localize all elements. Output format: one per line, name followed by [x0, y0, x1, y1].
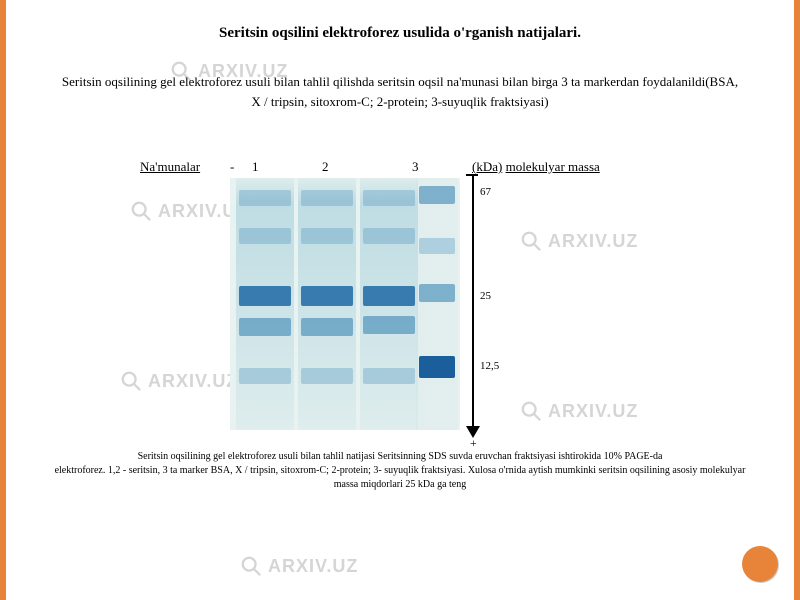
gel-band — [301, 368, 353, 384]
caption-line-1: Seritsin oqsilining gel elektroforez usu… — [138, 451, 663, 462]
gel-band — [239, 286, 291, 306]
gel-band — [301, 286, 353, 306]
gel-band — [239, 368, 291, 384]
magnify-icon — [130, 200, 152, 222]
gel-image — [230, 178, 460, 430]
watermark: ARXIV.UZ — [240, 555, 358, 577]
gel-band — [419, 356, 455, 378]
lane-header-3: 3 — [412, 159, 472, 175]
lane-header-1: 1 — [252, 159, 322, 175]
gel-band — [363, 368, 415, 384]
slide-corner-dot — [742, 546, 778, 582]
gel-band — [301, 190, 353, 206]
gel-lane — [416, 178, 458, 430]
gel-band — [363, 228, 415, 244]
magnify-icon — [240, 555, 262, 577]
figure-caption: Seritsin oqsilining gel elektroforez usu… — [50, 450, 750, 492]
lane-header-kda: (kDa) — [472, 159, 502, 175]
kda-scale-line — [472, 175, 474, 433]
gel-band — [363, 286, 415, 306]
watermark: ARXIV.UZ — [520, 230, 638, 252]
kda-marker-label: 25 — [480, 290, 491, 302]
gel-band — [363, 190, 415, 206]
gel-lane — [360, 178, 418, 430]
gel-band — [419, 284, 455, 302]
magnify-icon — [520, 230, 542, 252]
lane-header-row: Na'munalar - 1 2 3 (kDa) molekulyar mass… — [140, 159, 600, 175]
magnify-icon — [520, 400, 542, 422]
gel-band — [239, 228, 291, 244]
gel-lane — [236, 178, 294, 430]
page-title: Seritsin oqsilini elektroforez usulida o… — [30, 25, 770, 42]
kda-marker-label: 67 — [480, 186, 491, 198]
slide-border-right — [794, 0, 800, 600]
lane-header-2: 2 — [322, 159, 412, 175]
gel-band — [239, 190, 291, 206]
magnify-icon — [120, 370, 142, 392]
content-area: Seritsin oqsilini elektroforez usulida o… — [30, 25, 770, 129]
intro-text: Seritsin oqsilining gel elektroforez usu… — [30, 72, 770, 111]
gel-lane — [298, 178, 356, 430]
gel-band — [419, 238, 455, 254]
lane-header-mol: molekulyar massa — [506, 159, 600, 175]
gel-band — [239, 318, 291, 336]
gel-band — [363, 316, 415, 334]
gel-band — [419, 186, 455, 204]
gel-band — [301, 318, 353, 336]
kda-marker-label: 12,5 — [480, 360, 499, 372]
plus-sign: + — [470, 436, 477, 451]
lane-header-minus: - — [230, 159, 252, 175]
caption-line-2: elektroforez. 1,2 - seritsin, 3 ta marke… — [55, 465, 746, 490]
watermark: ARXIV.UZ — [120, 370, 238, 392]
lane-header-namunalar: Na'munalar — [140, 159, 230, 175]
watermark: ARXIV.UZ — [520, 400, 638, 422]
gel-band — [301, 228, 353, 244]
slide-border-left — [0, 0, 6, 600]
